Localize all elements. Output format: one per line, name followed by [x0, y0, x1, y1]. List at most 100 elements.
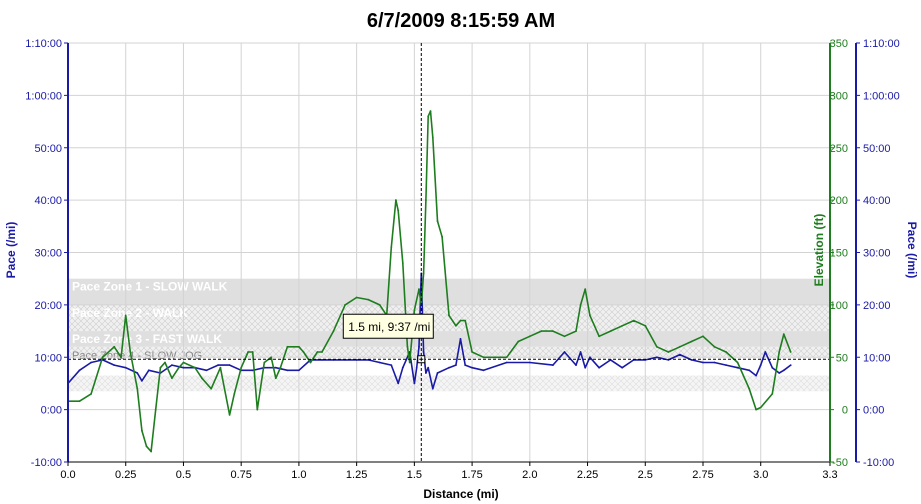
data-point [418, 288, 420, 291]
data-point [552, 364, 554, 366]
data-point [655, 345, 658, 348]
data-point [494, 356, 497, 359]
data-point [171, 364, 173, 366]
data-point [171, 377, 173, 380]
data-point [771, 366, 774, 369]
data-point [427, 366, 430, 369]
data-point [778, 351, 781, 353]
right-pace-tick-label: -10:00 [863, 457, 894, 469]
data-point [240, 366, 243, 369]
data-point [690, 359, 693, 361]
data-point [589, 314, 591, 317]
elevation-axis-title: Elevation (ft) [812, 214, 826, 287]
elevation-tick-label: 0 [842, 405, 848, 417]
data-point [748, 369, 751, 372]
x-tick-label: 2.5 [638, 469, 653, 481]
data-point [782, 369, 785, 372]
data-point [355, 296, 358, 299]
data-point [321, 359, 323, 361]
data-point [755, 374, 757, 377]
data-point [429, 110, 432, 112]
data-point [141, 379, 143, 382]
data-point [205, 369, 208, 372]
elevation-tick-label: 350 [830, 38, 848, 50]
elevation-tick-label: 300 [830, 90, 848, 102]
data-point [579, 351, 582, 353]
left-pace-tick-label: 0:00 [41, 405, 62, 417]
pace-zone-band [68, 375, 830, 392]
data-point [482, 369, 485, 372]
right-pace-tick-label: 1:00:00 [863, 90, 900, 102]
data-point [147, 369, 150, 372]
data-point [298, 369, 300, 372]
right-pace-tick-label: 0:00 [863, 405, 884, 417]
right-pace-tick-label: 1:10:00 [863, 38, 900, 50]
data-point [455, 324, 457, 327]
pace-zone-label: Pace Zone 2 - WALK [72, 306, 188, 320]
data-point [418, 345, 420, 348]
left-pace-tick-label: -10:00 [31, 457, 62, 469]
data-point [136, 372, 139, 374]
data-point [759, 406, 762, 409]
data-point [621, 366, 624, 369]
right-pace-tick-label: 10:00 [863, 352, 891, 364]
data-point [217, 364, 220, 366]
data-point [164, 361, 166, 364]
data-point [540, 330, 543, 332]
data-point [422, 272, 425, 275]
elevation-tick-label: 150 [830, 248, 848, 260]
pace-zone-band [68, 331, 830, 347]
left-pace-tick-label: 1:10:00 [25, 38, 62, 50]
data-point [401, 262, 404, 264]
data-point [436, 220, 439, 223]
x-tick-label: 2.0 [522, 469, 537, 481]
data-point [517, 340, 520, 343]
data-point [367, 298, 370, 301]
data-point [736, 366, 739, 369]
data-point [427, 115, 430, 118]
data-point [78, 400, 81, 403]
left-pace-tick-label: 1:00:00 [25, 90, 62, 102]
data-point [736, 361, 739, 364]
elevation-tick-label: 250 [830, 143, 848, 155]
data-point [422, 351, 425, 353]
data-point [270, 356, 273, 359]
data-point [759, 364, 762, 366]
data-point [251, 351, 254, 353]
data-point [390, 364, 393, 366]
data-point [201, 377, 203, 380]
data-point [459, 319, 462, 322]
data-point [263, 361, 266, 364]
data-point [256, 408, 259, 411]
data-point [159, 366, 162, 369]
data-point [621, 324, 624, 327]
data-point [598, 335, 600, 338]
left-pace-tick-label: 10:00 [34, 352, 62, 364]
data-point [690, 340, 693, 343]
x-tick-label: 0.0 [60, 469, 75, 481]
axes: 0.0 0.25 0.5 0.75 1.0 1.25 1.5 1.75 2.0 2.25 2.5 2.… [25, 38, 899, 481]
data-point [789, 364, 792, 366]
left-pace-axis-title: Pace (/mi) [4, 222, 18, 279]
data-point [431, 136, 434, 139]
data-point [129, 351, 132, 353]
data-point [575, 364, 577, 366]
elevation-tick-label: 50 [836, 352, 848, 364]
data-point [395, 199, 397, 202]
data-point [436, 372, 439, 374]
data-point [679, 345, 681, 348]
data-point [771, 393, 774, 395]
data-point [471, 351, 473, 353]
crosshair[interactable]: 1.5 mi, 9:37 /mi [68, 43, 830, 462]
crosshair-tooltip-text: 1.5 mi, 9:37 /mi [348, 320, 430, 334]
data-point [228, 414, 231, 416]
data-point [702, 361, 704, 364]
x-tick-label: 0.25 [115, 469, 136, 481]
data-point [528, 361, 531, 364]
x-tick-label: 2.25 [577, 469, 598, 481]
data-point [632, 319, 635, 322]
data-point [748, 387, 751, 390]
data-point [471, 366, 473, 369]
left-pace-tick-label: 40:00 [34, 195, 62, 207]
data-point [141, 429, 143, 432]
